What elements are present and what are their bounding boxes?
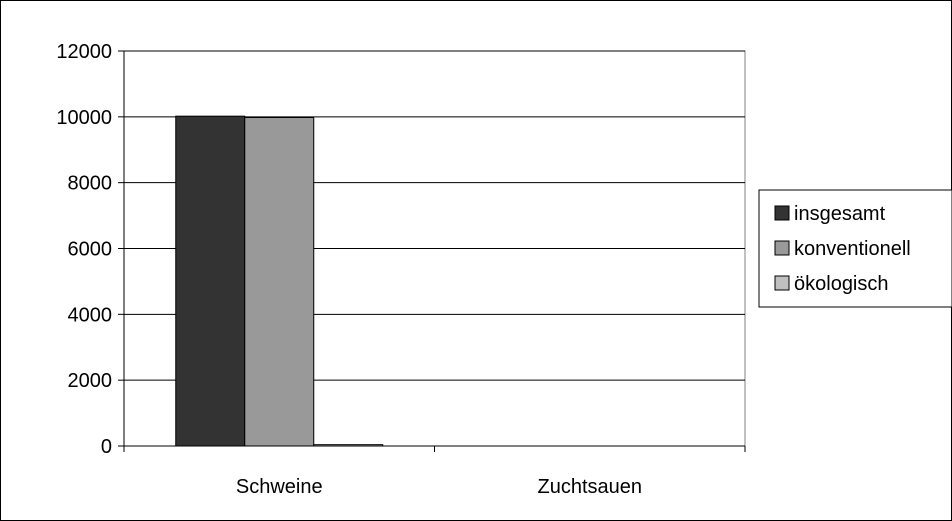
legend-swatch-insgesamt [774, 205, 790, 221]
bar-konventionell-Schweine [244, 116, 315, 447]
y-tick-label-2000: 2000 [68, 370, 113, 392]
y-tick-label-4000: 4000 [68, 304, 113, 326]
legend-swatch-ökologisch [774, 275, 790, 291]
legend: insgesamt konventionell ökologisch [758, 189, 952, 308]
bar-ökologisch-Schweine [313, 444, 384, 447]
legend-box [758, 189, 952, 308]
y-tick-label-12000: 12000 [56, 41, 112, 63]
legend-swatch-konventionell [774, 240, 790, 256]
y-tick-label-0: 0 [101, 436, 112, 458]
bar-insgesamt-Schweine [175, 115, 246, 447]
legend-label-konventionell: konventionell [794, 238, 911, 260]
y-tick-label-10000: 10000 [56, 107, 112, 129]
legend-label-insgesamt: insgesamt [794, 203, 886, 225]
x-tick-label-Schweine: Schweine [236, 476, 323, 498]
x-tick-label-Zuchtsauen: Zuchtsauen [537, 476, 642, 498]
y-tick-label-6000: 6000 [68, 239, 113, 261]
y-tick-label-8000: 8000 [68, 173, 113, 195]
legend-label-ökologisch: ökologisch [794, 273, 889, 295]
plot-area: 0 2000 4000 6000 8000 10000 12000 Schweine Zucht… [56, 41, 746, 498]
